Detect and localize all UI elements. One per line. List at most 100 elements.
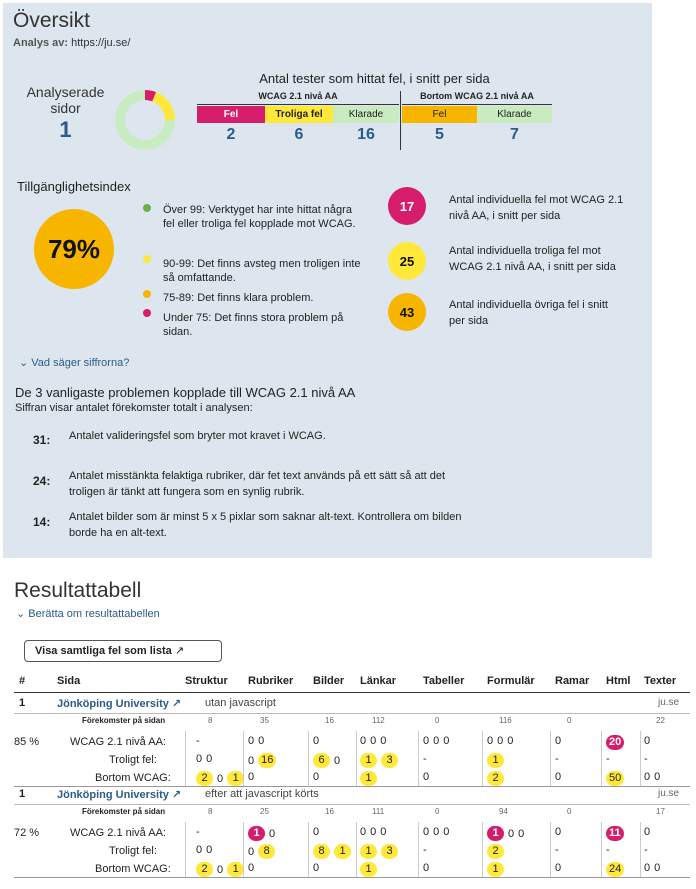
row2-beyond-cell-6: 0 <box>555 862 561 874</box>
row2-wcag-value: 0 <box>269 827 276 840</box>
row1-likely-cell-7: - <box>606 753 610 765</box>
row2-wcag-value: 1 <box>487 826 504 841</box>
row2-likely-cell-5: 2 <box>487 844 504 859</box>
header-4: Bilder <box>313 675 345 687</box>
val-klarade: 16 <box>357 126 375 143</box>
row2-likely-value: - <box>423 844 427 856</box>
tests-table: WCAG 2.1 nivå AA Bortom WCAG 2.1 nivå AA… <box>197 91 552 150</box>
header-2: Struktur <box>185 675 228 687</box>
stat-fel-circle: 17 <box>388 187 426 225</box>
row1-wcag-cell-7: 20 <box>606 735 625 750</box>
row2-note: efter att javascript körts <box>205 788 319 800</box>
row1-wcag-value: - <box>196 735 200 747</box>
row2-col-rule <box>640 822 641 877</box>
header-3: Rubriker <box>248 675 294 687</box>
row2-col-rule <box>243 822 244 877</box>
row2-likely-value: 1 <box>360 844 377 859</box>
row1-col-rule <box>308 731 309 786</box>
row2-col-rule <box>601 822 602 877</box>
row2-wcag-value: 11 <box>606 826 624 841</box>
row1-likely-value: 0 <box>206 753 213 765</box>
row2-wcag-label: WCAG 2.1 nivå AA: <box>70 827 166 839</box>
row2-bottom-rule <box>14 877 690 878</box>
numbers-expander[interactable]: ⌄ Vad säger siffrorna? <box>19 357 130 369</box>
row2-occ: 0 <box>435 807 440 816</box>
analysed-label: Analys av: https://ju.se/ <box>13 37 131 49</box>
row1-col-rule <box>601 731 602 786</box>
row2-beyond-label: Bortom WCAG: <box>95 863 171 875</box>
row1-domain: ju.se <box>658 697 680 708</box>
row2-col-rule <box>308 822 309 877</box>
row2-likely-value: 8 <box>258 844 276 859</box>
row2-num: 1 <box>19 788 26 800</box>
row1-rule <box>14 713 690 714</box>
stat-ovriga-text: Antal individuella övriga fel i snitt pe… <box>449 299 608 327</box>
row1-occ: 16 <box>325 716 334 725</box>
row1-occ: 22 <box>656 716 665 725</box>
top-text-3: Antalet bilder som är minst 5 x 5 pixlar… <box>69 511 462 539</box>
val-fel2: 5 <box>435 126 444 143</box>
row2-wcag-value: 0 <box>370 826 377 838</box>
row2-wcag-cell-7: 11 <box>606 826 624 841</box>
row2-wcag-value: 0 <box>313 826 320 838</box>
row1-beyond-value: 2 <box>487 771 504 786</box>
col-fel: Fel <box>197 106 265 123</box>
row2-wcag-value: 0 <box>443 826 450 838</box>
row2-likely-value: 3 <box>381 844 398 859</box>
row1-beyond-cell-2: 0 <box>313 771 319 783</box>
row1-occ: 8 <box>208 716 213 725</box>
row2-wcag-value: 0 <box>555 826 562 838</box>
row1-occ-label: Förekomster på sidan <box>82 716 166 725</box>
row2-beyond-cell-1: 0 <box>248 862 254 874</box>
row1-wcag-value: 0 <box>443 735 450 747</box>
row1-site-link[interactable]: Jönköping University ↗ <box>57 698 182 710</box>
row1-beyond-value: 0 <box>555 771 562 783</box>
index-title: Tillgänglighetsindex <box>17 179 131 194</box>
row2-wcag-value: 0 <box>644 826 651 838</box>
row2-beyond-cell-4: 0 <box>423 862 429 874</box>
legend-dot-red <box>143 309 151 317</box>
row2-likely-value: 2 <box>487 844 504 859</box>
row2-wcag-value: 0 <box>518 827 525 840</box>
row2-beyond-value: 0 <box>555 862 562 874</box>
pages-value: 1 <box>59 117 72 142</box>
header-10: Texter <box>644 675 677 687</box>
row1-wcag-value: 0 <box>258 735 265 747</box>
row2-beyond-value: 2 <box>196 862 213 877</box>
row1-wcag-value: 0 <box>487 735 494 747</box>
row2-beyond-value: 0 <box>217 863 224 876</box>
row2-likely-value: 0 <box>206 844 213 856</box>
row2-beyond-cell-3: 1 <box>360 862 377 877</box>
donut-fel <box>145 90 157 102</box>
row2-beyond-value: 0 <box>248 862 255 874</box>
row1-likely-value: 0 <box>248 754 255 767</box>
col-klarade2: Klarade <box>477 106 552 123</box>
row1-likely-value: 16 <box>258 753 277 768</box>
row1-wcag-cell-2: 0 <box>313 735 319 747</box>
chevron-down-icon: ⌄ <box>19 357 29 369</box>
header-5: Länkar <box>360 675 397 687</box>
row1-likely-value: - <box>644 753 648 765</box>
stat-troliga-circle: 25 <box>388 242 426 280</box>
row2-beyond-value: 0 <box>644 862 651 874</box>
stat-troliga-text: Antal individuella troliga fel mot WCAG … <box>449 245 616 273</box>
row2-site-link[interactable]: Jönköping University ↗ <box>57 789 182 801</box>
row1-beyond-value: 50 <box>606 771 625 786</box>
row2-beyond-value: 1 <box>227 862 245 877</box>
show-list-button[interactable]: Visa samtliga fel som lista ↗ <box>24 640 222 662</box>
col-fel2: Fel <box>402 106 477 123</box>
external-link-icon: ↗ <box>174 645 185 657</box>
row1-col-rule <box>418 731 419 786</box>
row1-bottom-rule <box>14 786 690 787</box>
overview-panel: Översikt Analys av: https://ju.se/ Analy… <box>3 3 652 558</box>
row2-wcag-value: 0 <box>360 826 367 838</box>
results-expander[interactable]: ⌄ Berätta om resultattabellen <box>16 608 160 620</box>
row1-beyond-value: 0 <box>217 772 224 785</box>
